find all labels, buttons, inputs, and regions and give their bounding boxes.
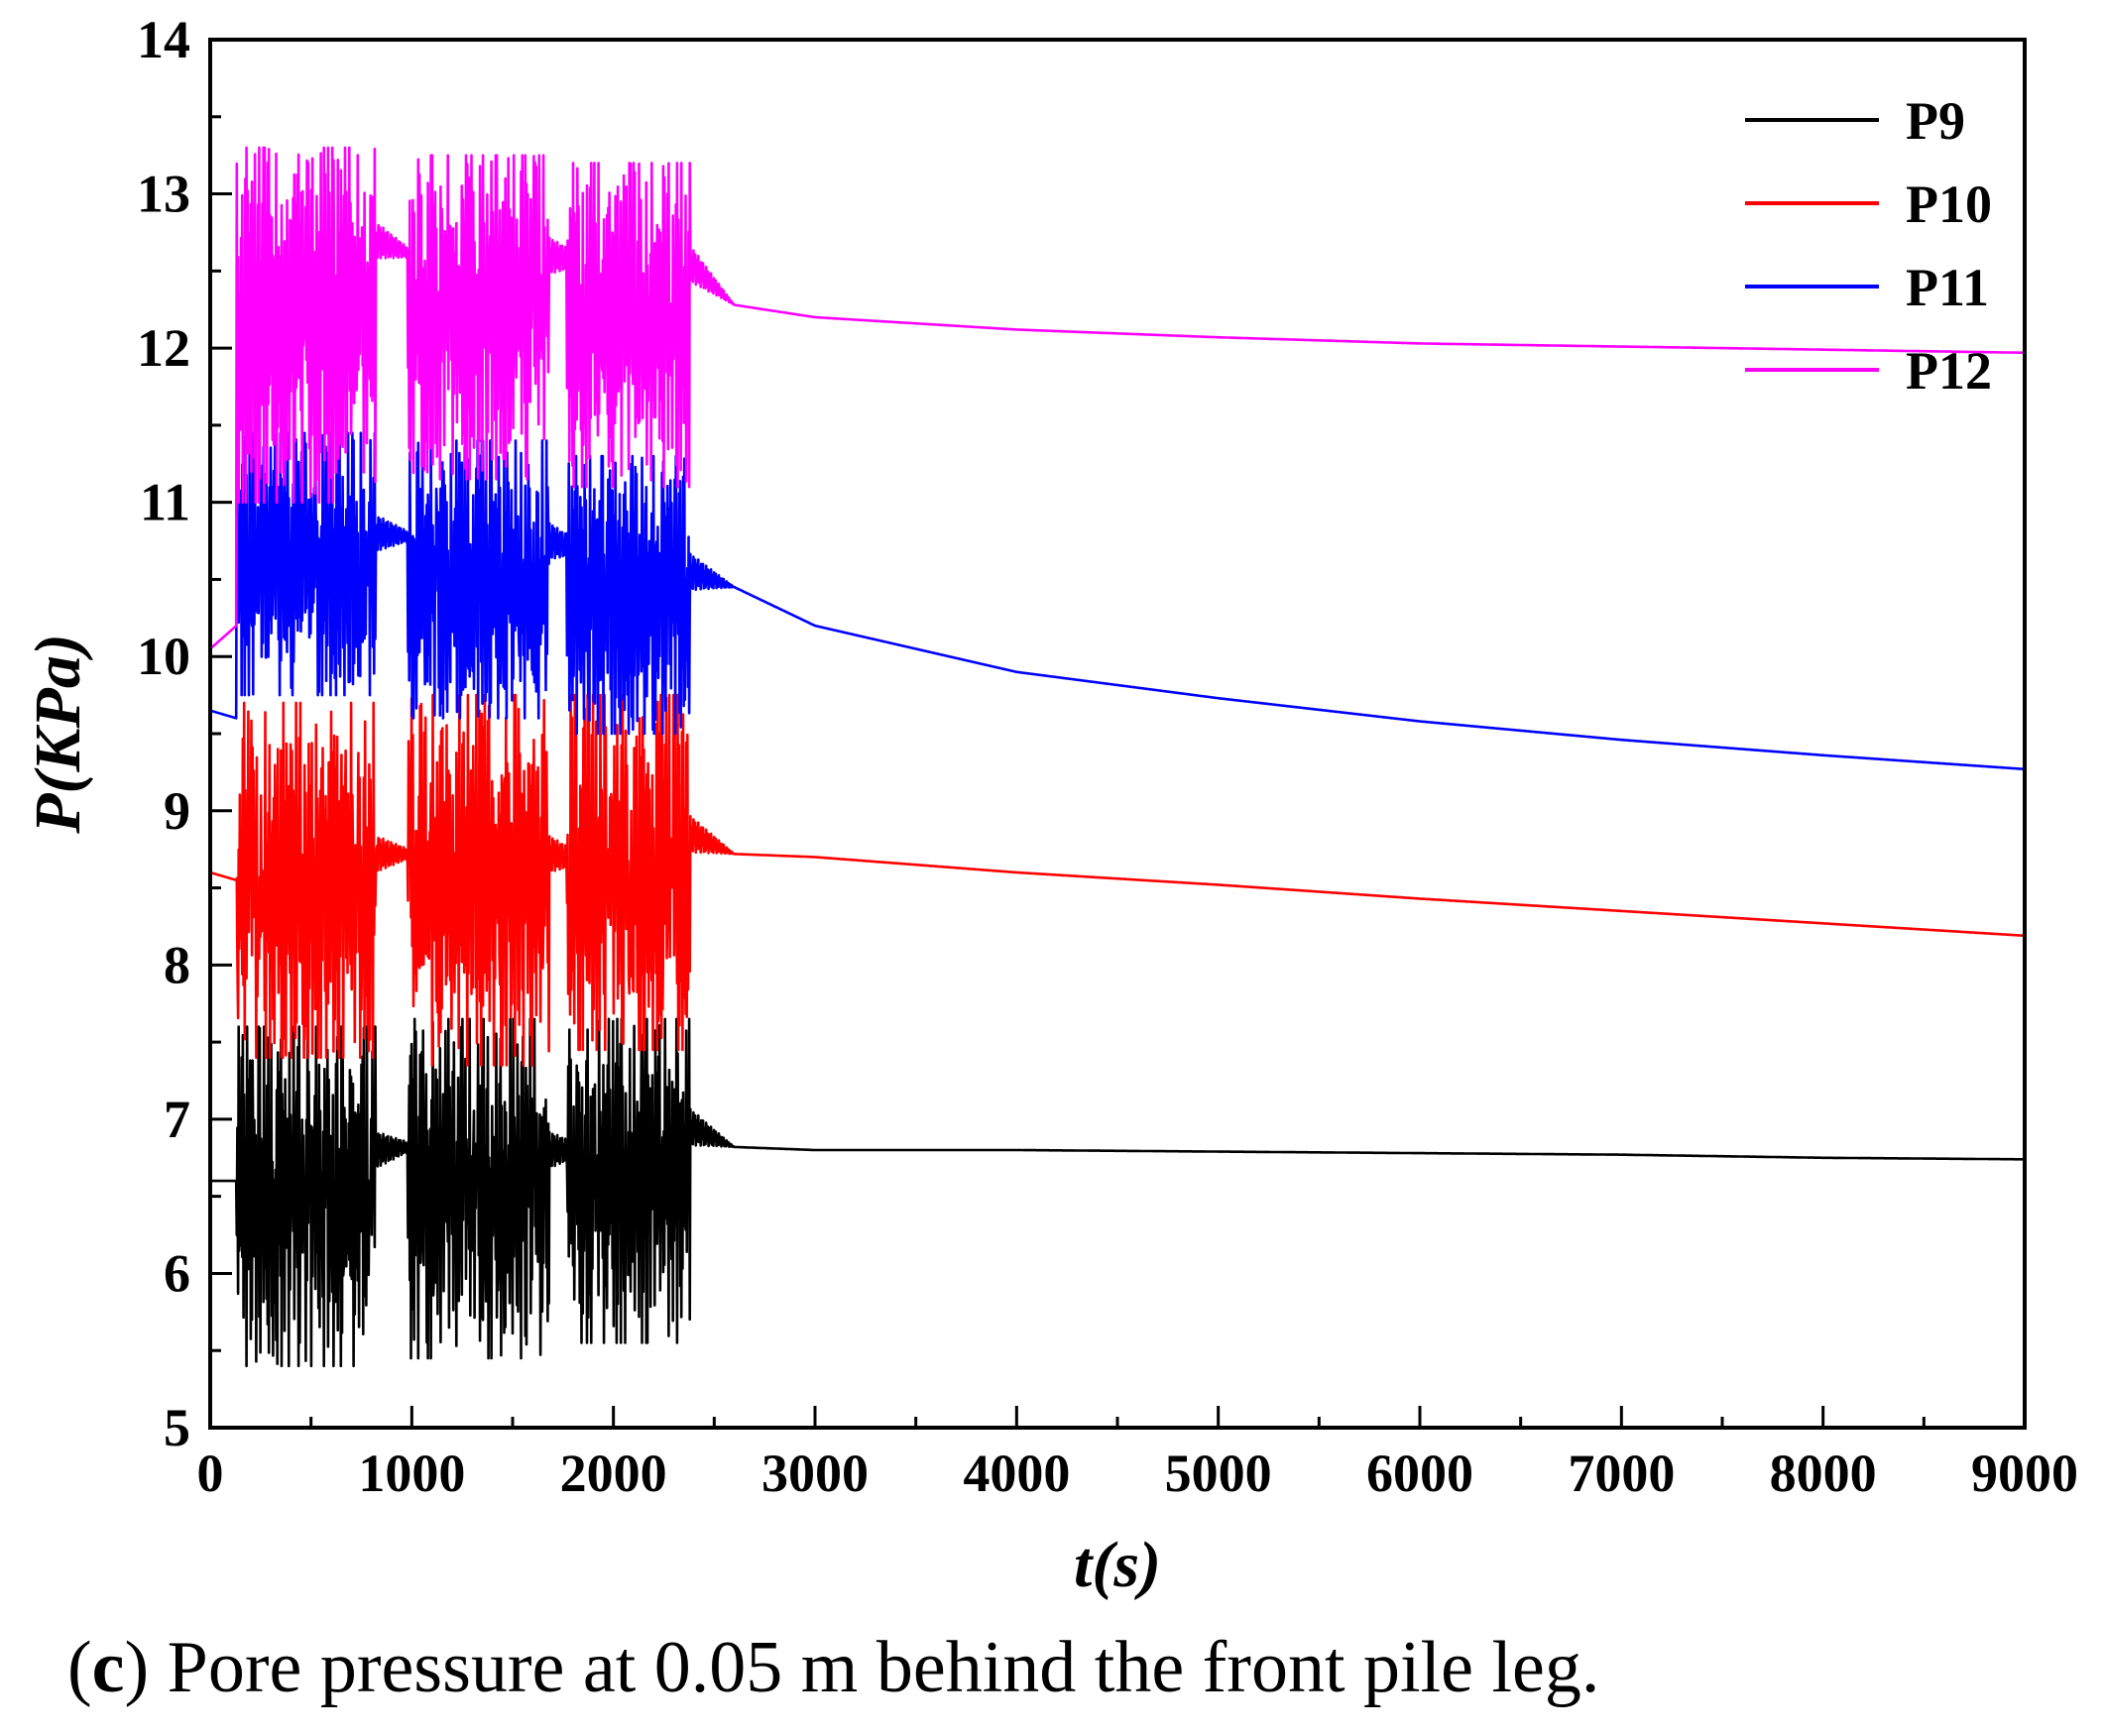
legend-label-p10: P10	[1906, 174, 1992, 234]
y-axis-title: P(KPa)	[22, 634, 94, 835]
caption-text: Pore pressure at 0.05 m behind the front…	[167, 1627, 1600, 1708]
series-line-p11	[210, 431, 2025, 771]
x-tick-label: 1000	[358, 1444, 465, 1503]
x-tick-label: 7000	[1568, 1444, 1675, 1503]
x-tick-label: 4000	[963, 1444, 1070, 1503]
x-tick-label: 2000	[560, 1444, 667, 1503]
series-layer	[210, 146, 2025, 1368]
x-tick-label: 0	[197, 1444, 224, 1503]
series-line-p10	[210, 693, 2025, 1067]
y-tick-label: 6	[164, 1243, 190, 1303]
tick-layer: 0 1000 2000 3000 4000 5000 6000 7000 8000 9000 5 6 7…	[137, 10, 2078, 1503]
y-tick-label: 11	[140, 473, 190, 532]
y-tick-label: 13	[137, 165, 190, 224]
caption-label: c	[91, 1627, 125, 1708]
series-line-p12	[210, 146, 2025, 650]
y-tick-label: 9	[164, 781, 190, 841]
x-axis-title: t(s)	[1074, 1529, 1161, 1601]
figure-caption: (c) Pore pressure at 0.05 m behind the f…	[67, 1627, 1600, 1708]
legend-label-p12: P12	[1906, 341, 1992, 401]
x-tick-label: 6000	[1366, 1444, 1473, 1503]
y-tick-label: 5	[164, 1398, 190, 1457]
x-tick-label: 3000	[761, 1444, 869, 1503]
legend-label-p9: P9	[1906, 91, 1965, 151]
x-tick-label: 8000	[1770, 1444, 1877, 1503]
y-tick-label: 10	[137, 627, 190, 686]
y-tick-label: 14	[137, 10, 190, 69]
pore-pressure-chart: 0 1000 2000 3000 4000 5000 6000 7000 8000 9000 5 6 7…	[22, 10, 2078, 1601]
x-tick-label: 9000	[1971, 1444, 2078, 1503]
y-axis-title-text: P(KPa)	[22, 634, 94, 835]
x-tick-label: 5000	[1165, 1444, 1272, 1503]
y-tick-label: 12	[137, 318, 190, 378]
series-line-p9	[210, 1017, 2025, 1368]
y-tick-label: 8	[164, 935, 190, 994]
legend: P9 P10 P11 P12	[1745, 91, 1992, 401]
y-tick-label: 7	[164, 1090, 190, 1149]
legend-label-p11: P11	[1906, 258, 1989, 317]
